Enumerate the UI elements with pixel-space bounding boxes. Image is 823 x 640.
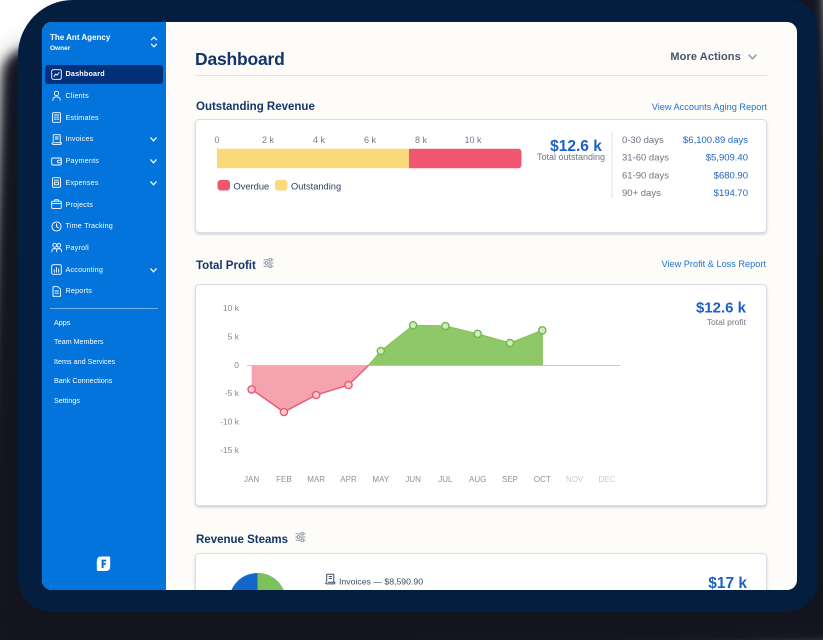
svg-text:DEC: DEC [598, 475, 615, 484]
svg-text:$5,909.40: $5,909.40 [706, 152, 748, 163]
svg-text:-10 k: -10 k [220, 417, 240, 427]
svg-text:8 k: 8 k [415, 135, 428, 145]
svg-text:-15 k: -15 k [220, 445, 240, 455]
svg-text:$12.6 k: $12.6 k [550, 138, 602, 155]
svg-text:MAR: MAR [307, 475, 325, 484]
svg-text:6 k: 6 k [364, 135, 377, 145]
svg-text:0-30 days: 0-30 days [622, 135, 664, 146]
svg-text:90+ days: 90+ days [622, 188, 661, 199]
svg-text:61-90 days: 61-90 days [622, 170, 669, 181]
svg-text:Total outstanding: Total outstanding [537, 152, 605, 162]
svg-text:31-60 days: 31-60 days [622, 152, 669, 163]
svg-text:0: 0 [214, 135, 219, 145]
svg-text:$6,100.89 days: $6,100.89 days [683, 135, 748, 146]
svg-text:4 k: 4 k [313, 135, 326, 145]
svg-text:$17 k: $17 k [708, 575, 747, 590]
svg-text:$194.70: $194.70 [714, 188, 748, 199]
svg-text:MAY: MAY [372, 475, 389, 484]
svg-text:SEP: SEP [502, 475, 518, 484]
svg-text:FEB: FEB [276, 475, 292, 484]
svg-text:$680.90: $680.90 [714, 170, 748, 181]
svg-text:NOV: NOV [566, 475, 584, 484]
svg-text:APR: APR [340, 475, 357, 484]
svg-text:JUL: JUL [438, 475, 453, 484]
svg-text:OCT: OCT [534, 475, 551, 484]
svg-text:AUG: AUG [469, 475, 486, 484]
svg-text:-5 k: -5 k [225, 388, 240, 398]
svg-text:2 k: 2 k [262, 135, 275, 145]
svg-text:10 k: 10 k [464, 135, 482, 145]
svg-text:$12.6 k: $12.6 k [696, 300, 747, 317]
svg-text:Overdue: Overdue [234, 181, 270, 191]
svg-text:JUN: JUN [405, 475, 421, 484]
svg-text:0: 0 [234, 360, 239, 370]
svg-text:Outstanding: Outstanding [291, 181, 341, 191]
svg-text:5 k: 5 k [228, 331, 240, 341]
svg-text:Total profit: Total profit [707, 317, 747, 327]
svg-text:Invoices — $8,590.90: Invoices — $8,590.90 [339, 577, 423, 587]
svg-text:10 k: 10 k [223, 303, 240, 313]
svg-text:JAN: JAN [244, 475, 259, 484]
